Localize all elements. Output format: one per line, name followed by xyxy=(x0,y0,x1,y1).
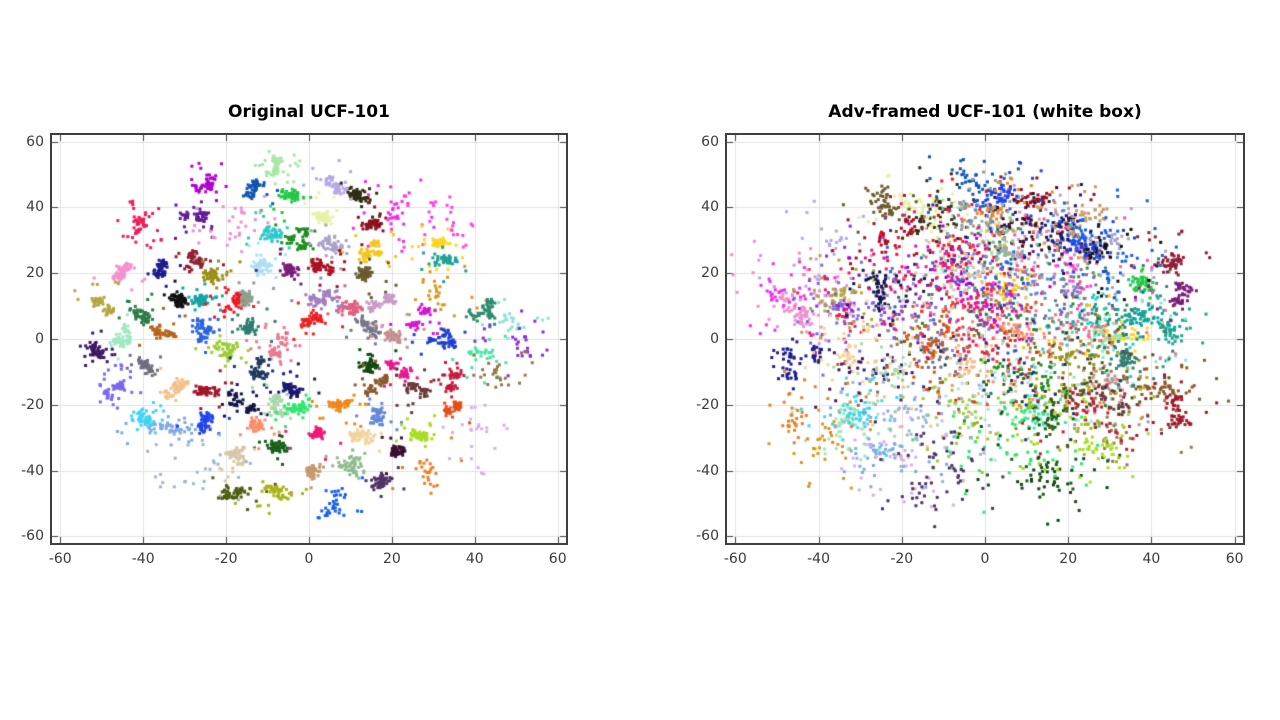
y-tick-label: -40 xyxy=(696,462,719,479)
x-tick-label: 40 xyxy=(1142,551,1161,567)
x-tick-label: -20 xyxy=(214,551,238,567)
y-tick-label: 20 xyxy=(701,265,719,282)
y-tick-label: -20 xyxy=(696,396,719,413)
x-tick-label: 40 xyxy=(465,551,484,567)
y-tick-label: 40 xyxy=(701,199,719,216)
right-plot-title: Adv-framed UCF-101 (white box) xyxy=(828,102,1142,122)
y-tick-label: -20 xyxy=(21,396,44,413)
y-tick-label: -60 xyxy=(21,528,44,545)
x-tick-label: -60 xyxy=(48,551,72,567)
x-tick-label: 20 xyxy=(1059,551,1078,567)
y-tick-label: 40 xyxy=(26,199,44,216)
x-tick-label: 0 xyxy=(980,551,990,567)
right-plot-axes xyxy=(725,133,1245,545)
x-tick-label: -60 xyxy=(723,551,747,567)
x-tick-label: 60 xyxy=(1225,551,1244,567)
y-tick-label: 20 xyxy=(26,265,44,282)
left-plot-title: Original UCF-101 xyxy=(228,102,390,122)
x-tick-label: -20 xyxy=(890,551,914,567)
y-tick-label: -40 xyxy=(21,462,44,479)
y-tick-label: 60 xyxy=(701,133,719,150)
x-tick-label: -40 xyxy=(807,551,830,567)
x-tick-label: 0 xyxy=(304,551,314,567)
y-tick-label: -60 xyxy=(696,528,719,545)
y-tick-label: 0 xyxy=(710,331,719,347)
y-tick-label: 0 xyxy=(35,331,44,347)
left-scatter-canvas xyxy=(52,135,566,543)
x-tick-label: 60 xyxy=(548,551,567,567)
x-tick-label: 20 xyxy=(382,551,401,567)
x-tick-label: -40 xyxy=(131,551,155,567)
y-tick-label: 60 xyxy=(26,133,44,150)
right-scatter-canvas xyxy=(727,135,1243,543)
left-plot-axes xyxy=(50,133,568,545)
